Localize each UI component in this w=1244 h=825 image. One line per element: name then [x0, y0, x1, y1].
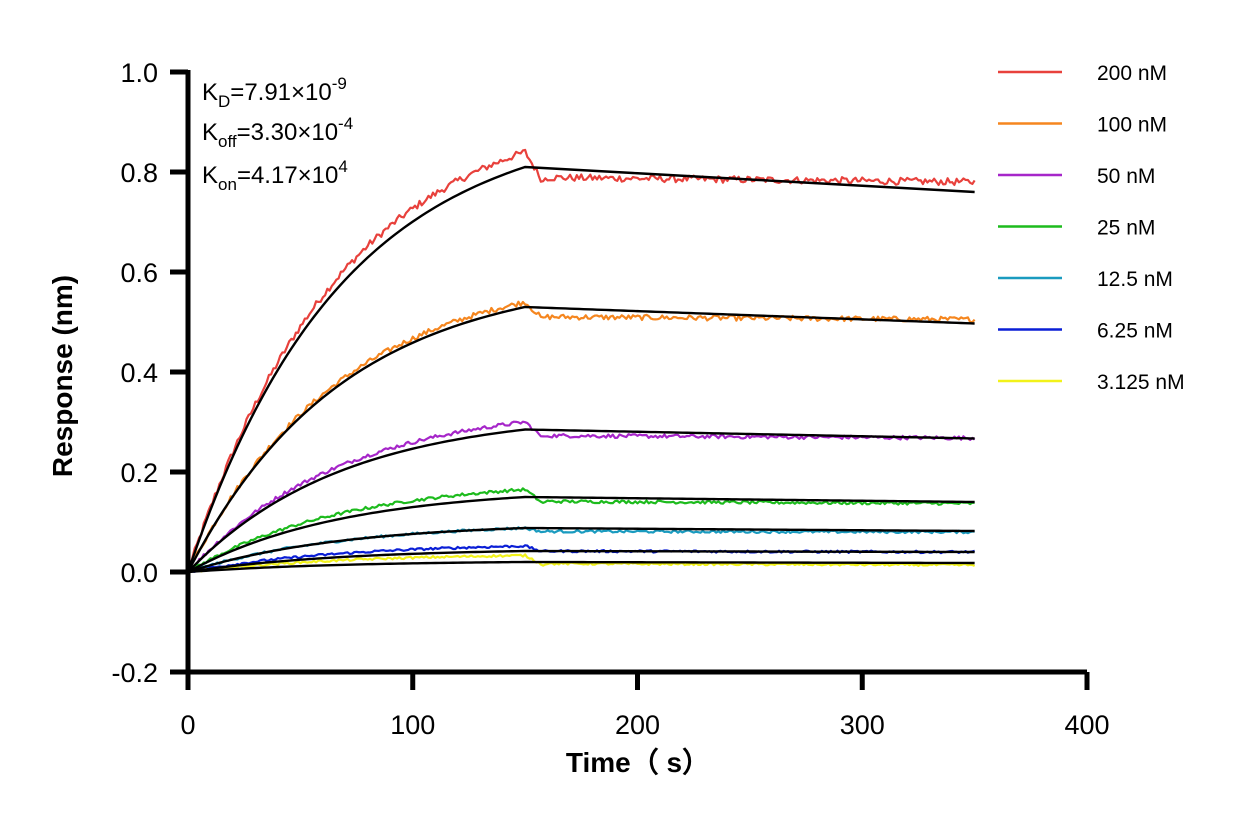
- y-tick-label: 0.0: [120, 558, 158, 588]
- x-tick-label: 100: [390, 710, 435, 740]
- y-tick-label: -0.2: [111, 658, 158, 688]
- fit-curve-12_5-nM: [187, 526, 975, 574]
- y-axis-title: Response (nm): [47, 275, 78, 477]
- legend-label: 12.5 nM: [1097, 268, 1173, 291]
- x-tick-label: 200: [615, 710, 660, 740]
- x-axis-title: Time（ s）: [566, 746, 710, 778]
- fit-curve-50-nM: [187, 428, 975, 573]
- kinetics-annotation: KD=7.91×10-9 Koff=3.30×10-4 Kon=4.17×104: [202, 74, 353, 194]
- legend-label: 50 nM: [1097, 165, 1155, 188]
- measured-trace-3_125-nM: [187, 553, 976, 573]
- fit-curve-3_125-nM: [187, 560, 975, 574]
- y-tick-label: 0.4: [120, 358, 158, 388]
- legend-label: 25 nM: [1097, 217, 1155, 240]
- fit-curve-25-nM: [187, 495, 975, 574]
- y-tick-label: 0.6: [120, 258, 158, 288]
- x-tick-label: 0: [180, 710, 195, 740]
- legend: 200 nM 100 nM 50 nM 25 nM 12.5 nM 6.25 nM 3.12…: [998, 62, 1185, 394]
- y-tick-label: 0.2: [120, 458, 158, 488]
- legend-label: 100 nM: [1097, 114, 1167, 137]
- fit-curve-200-nM: [186, 165, 975, 573]
- curve-layer: [186, 148, 976, 575]
- y-tick-label: 1.0: [120, 58, 158, 88]
- fit-curve-100-nM: [186, 305, 975, 573]
- measured-trace-200-nM: [187, 148, 976, 572]
- axes-layer: 0 100 200 300 400 -0.2 0.0 0.2 0.4 0.6 0.8 1.0: [111, 58, 1109, 740]
- koff-annotation: Koff=3.30×10-4: [202, 114, 353, 151]
- fit-curve-6_25-nM: [187, 549, 975, 574]
- kd-annotation: KD=7.91×10-9: [202, 74, 347, 111]
- legend-label: 3.125 nM: [1097, 371, 1185, 394]
- x-tick-label: 400: [1064, 710, 1109, 740]
- y-tick-label: 0.8: [120, 158, 158, 188]
- x-tick-label: 300: [840, 710, 885, 740]
- kon-annotation: Kon=4.17×104: [202, 157, 348, 194]
- legend-label: 6.25 nM: [1097, 320, 1173, 343]
- measured-trace-25-nM: [187, 487, 975, 574]
- legend-label: 200 nM: [1097, 62, 1167, 85]
